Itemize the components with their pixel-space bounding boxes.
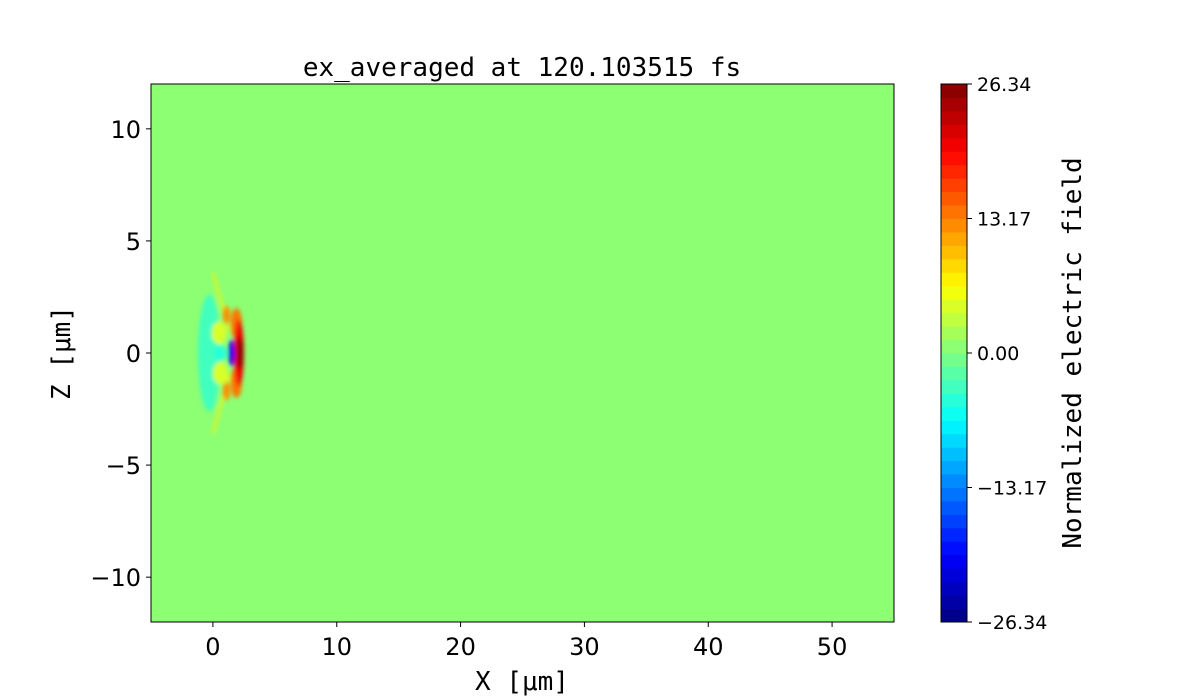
colorbar-level <box>941 393 967 408</box>
colorbar-level <box>941 339 967 354</box>
field-feature <box>214 345 227 361</box>
colorbar <box>941 84 967 623</box>
colorbar-level <box>941 151 967 166</box>
colorbar-level <box>941 500 967 515</box>
colorbar-level <box>941 487 967 502</box>
colorbar-tick-label: −13.17 <box>977 478 1047 500</box>
colorbar-level <box>941 137 967 152</box>
y-tick-label: 5 <box>126 228 141 256</box>
colorbar-level <box>941 178 967 193</box>
colorbar-level <box>941 110 967 125</box>
x-tick-label: 40 <box>693 633 724 661</box>
colorbar-label: Normalized electric field <box>1058 157 1088 548</box>
chart-title: ex_averaged at 120.103515 fs <box>303 53 741 83</box>
colorbar-level <box>941 595 967 610</box>
field-feature <box>212 361 228 385</box>
x-axis-label: X [μm] <box>475 667 569 697</box>
colorbar-level <box>941 406 967 421</box>
colorbar-level <box>941 326 967 341</box>
colorbar-level <box>941 272 967 287</box>
colorbar-level <box>941 97 967 112</box>
y-tick-label: 0 <box>126 340 141 368</box>
y-axis-label: Z [μm] <box>47 306 77 400</box>
colorbar-level <box>941 164 967 179</box>
field-feature <box>228 339 235 367</box>
colorbar-level <box>941 379 967 394</box>
y-tick-label: 10 <box>110 116 141 144</box>
colorbar-level <box>941 124 967 139</box>
colorbar-level <box>941 353 967 367</box>
colorbar-level <box>941 581 967 596</box>
colorbar-level <box>941 84 967 98</box>
colorbar-level <box>941 447 967 462</box>
field-feature <box>222 305 231 324</box>
colorbar-level <box>941 312 967 327</box>
colorbar-level <box>941 420 967 435</box>
colorbar-level <box>941 527 967 542</box>
colorbar-level <box>941 245 967 260</box>
colorbar-tick-label: 26.34 <box>977 74 1031 96</box>
y-tick-label: −5 <box>106 452 141 480</box>
colorbar-level <box>941 191 967 206</box>
field-feature <box>222 382 231 401</box>
colorbar-level <box>941 514 967 529</box>
colorbar-level <box>941 285 967 300</box>
colorbar-level <box>941 474 967 488</box>
colorbar-level <box>941 568 967 583</box>
colorbar-level <box>941 231 967 246</box>
x-tick-label: 20 <box>445 633 476 661</box>
colorbar-level <box>941 205 967 219</box>
y-tick-label: −10 <box>90 564 141 592</box>
colorbar-level <box>941 433 967 448</box>
colorbar-tick-label: −26.34 <box>977 612 1047 634</box>
heatmap-background <box>151 84 894 622</box>
field-features <box>198 272 244 434</box>
colorbar-level <box>941 258 967 273</box>
colorbar-level <box>941 541 967 556</box>
colorbar-level <box>941 218 967 233</box>
colorbar-level <box>941 460 967 475</box>
x-tick-label: 30 <box>569 633 600 661</box>
colorbar-tick-label: 0.00 <box>977 343 1019 365</box>
colorbar-level <box>941 608 967 623</box>
x-tick-label: 10 <box>321 633 352 661</box>
field-feature <box>237 337 244 369</box>
colorbar-level <box>941 299 967 314</box>
field-feature <box>211 321 227 345</box>
colorbar-tick-label: 13.17 <box>977 209 1031 231</box>
colorbar-level <box>941 366 967 381</box>
x-tick-label: 50 <box>817 633 848 661</box>
colorbar-level <box>941 554 967 569</box>
x-tick-label: 0 <box>205 633 220 661</box>
